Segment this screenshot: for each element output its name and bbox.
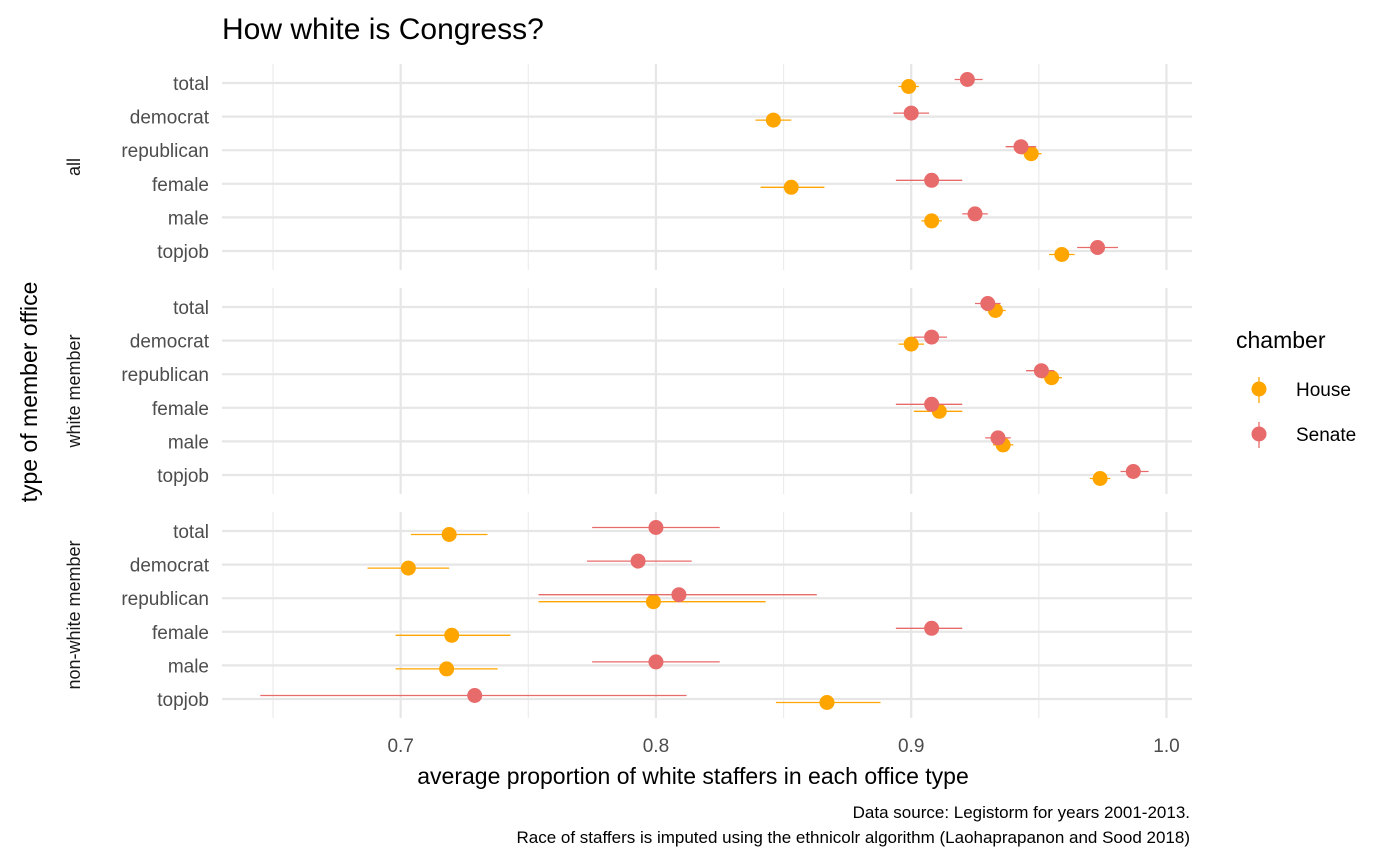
legend-house-label: House xyxy=(1296,380,1351,401)
y-tick-label: female xyxy=(152,175,209,196)
facet-panels: total democrat republican female male topjob a… xyxy=(64,64,1192,718)
y-tick-label: female xyxy=(152,623,209,644)
facet-strip-label: non-white member xyxy=(64,540,84,689)
y-tick-label: male xyxy=(168,432,209,453)
data-point xyxy=(400,560,416,576)
y-tick-label: democrat xyxy=(130,556,210,577)
y-tick-label: male xyxy=(168,656,209,677)
data-point xyxy=(1013,139,1029,155)
y-tick-label: total xyxy=(173,298,209,319)
y-tick-label: republican xyxy=(121,589,209,610)
data-point xyxy=(924,329,940,345)
data-point xyxy=(441,527,457,542)
legend-senate-label: Senate xyxy=(1296,425,1356,446)
data-point xyxy=(901,79,917,94)
y-tick-label: democrat xyxy=(130,332,210,353)
y-tick-label: total xyxy=(173,74,209,95)
x-tick-label: 0.8 xyxy=(643,736,669,757)
y-tick-label: topjob xyxy=(157,466,209,487)
y-tick-label: topjob xyxy=(157,690,209,711)
data-point xyxy=(467,688,483,703)
chart-marks xyxy=(260,72,1149,710)
x-axis: 0.7 0.8 0.9 1.0 xyxy=(387,736,1179,757)
x-tick-label: 1.0 xyxy=(1153,736,1179,757)
y-tick-label: female xyxy=(152,399,209,420)
data-point xyxy=(924,396,940,412)
data-point xyxy=(1090,240,1106,255)
y-tick-label: male xyxy=(168,208,209,229)
data-point xyxy=(819,695,835,710)
data-point xyxy=(671,587,687,603)
facet-strip-label: white member xyxy=(64,334,84,448)
series-senate-all xyxy=(893,72,1118,255)
legend-item-senate: Senate xyxy=(1251,422,1356,448)
series-house-all xyxy=(755,79,1075,262)
data-point xyxy=(1033,363,1049,379)
y-axis-title: type of member office xyxy=(16,282,42,503)
data-point xyxy=(924,172,940,188)
series-senate-white-member xyxy=(895,296,1149,479)
panel-non-white-member: total democrat republican female male topjob n… xyxy=(64,512,1192,718)
x-tick-label: 0.9 xyxy=(898,736,924,757)
data-point xyxy=(1054,247,1070,262)
series-house-non-white-member xyxy=(367,527,881,710)
panel-all: total democrat republican female male topjob a… xyxy=(64,64,1192,270)
data-point xyxy=(959,72,975,87)
data-point xyxy=(1125,464,1141,479)
legend-title: chamber xyxy=(1236,327,1326,353)
data-point xyxy=(967,206,983,222)
data-point xyxy=(630,553,646,569)
series-house-white-member xyxy=(898,303,1111,486)
chart-title: How white is Congress? xyxy=(222,13,544,46)
data-point xyxy=(648,654,664,670)
data-point xyxy=(765,112,781,128)
legend: chamber House Senate xyxy=(1236,327,1356,448)
y-tick-label: total xyxy=(173,522,209,543)
y-tick-label: democrat xyxy=(130,108,210,129)
data-point xyxy=(648,520,664,535)
data-point xyxy=(783,179,799,195)
caption-line-2: Race of staffers is imputed using the et… xyxy=(516,828,1190,847)
data-point xyxy=(980,296,996,311)
legend-senate-dot xyxy=(1251,426,1267,442)
legend-house-dot xyxy=(1251,381,1267,397)
series-senate-non-white-member xyxy=(260,520,963,703)
data-point xyxy=(924,620,940,636)
x-tick-label: 0.7 xyxy=(387,736,413,757)
panel-white-member: total democrat republican female male topjob w… xyxy=(64,288,1192,494)
data-point xyxy=(1092,471,1108,486)
data-point xyxy=(903,336,919,352)
x-axis-title: average proportion of white staffers in … xyxy=(417,763,968,789)
caption-line-1: Data source: Legistorm for years 2001-20… xyxy=(853,803,1190,822)
data-point xyxy=(903,105,919,121)
legend-item-house: House xyxy=(1251,377,1351,403)
data-point xyxy=(990,430,1006,446)
data-point xyxy=(645,594,661,610)
facet-strip-label: all xyxy=(64,158,84,176)
y-tick-label: republican xyxy=(121,365,209,386)
data-point xyxy=(924,213,940,229)
y-tick-label: topjob xyxy=(157,242,209,263)
y-tick-label: republican xyxy=(121,141,209,162)
data-point xyxy=(439,661,455,677)
data-point xyxy=(444,627,460,643)
